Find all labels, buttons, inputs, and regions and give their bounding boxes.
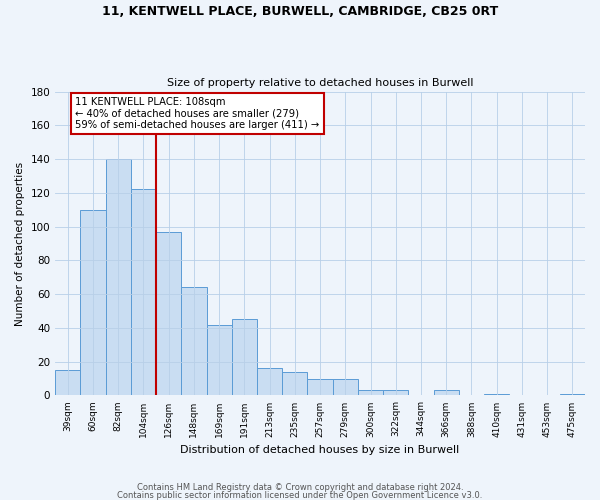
Bar	[383, 390, 409, 396]
Bar	[307, 378, 332, 396]
Bar	[484, 394, 509, 396]
Bar	[106, 159, 131, 396]
X-axis label: Distribution of detached houses by size in Burwell: Distribution of detached houses by size …	[181, 445, 460, 455]
Bar	[131, 190, 156, 396]
Text: 11, KENTWELL PLACE, BURWELL, CAMBRIDGE, CB25 0RT: 11, KENTWELL PLACE, BURWELL, CAMBRIDGE, …	[102, 5, 498, 18]
Text: Contains HM Land Registry data © Crown copyright and database right 2024.: Contains HM Land Registry data © Crown c…	[137, 484, 463, 492]
Title: Size of property relative to detached houses in Burwell: Size of property relative to detached ho…	[167, 78, 473, 88]
Bar	[332, 378, 358, 396]
Bar	[282, 372, 307, 396]
Bar	[257, 368, 282, 396]
Bar	[232, 320, 257, 396]
Bar	[206, 324, 232, 396]
Text: 11 KENTWELL PLACE: 108sqm
← 40% of detached houses are smaller (279)
59% of semi: 11 KENTWELL PLACE: 108sqm ← 40% of detac…	[76, 96, 320, 130]
Bar	[358, 390, 383, 396]
Bar	[156, 232, 181, 396]
Bar	[55, 370, 80, 396]
Bar	[560, 394, 585, 396]
Text: Contains public sector information licensed under the Open Government Licence v3: Contains public sector information licen…	[118, 490, 482, 500]
Bar	[181, 288, 206, 396]
Y-axis label: Number of detached properties: Number of detached properties	[15, 162, 25, 326]
Bar	[434, 390, 459, 396]
Bar	[80, 210, 106, 396]
